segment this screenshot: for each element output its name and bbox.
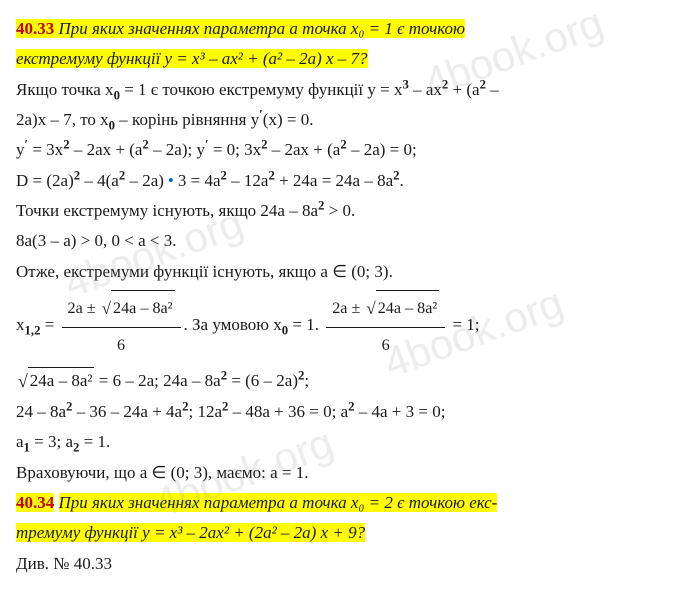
text: Якщо точка x xyxy=(16,80,114,99)
radicand: 24a – 8a² xyxy=(28,367,95,394)
text: D = (2a) xyxy=(16,171,74,190)
denominator: 6 xyxy=(62,328,181,364)
text: – 2a) xyxy=(125,171,164,190)
text: a xyxy=(16,432,24,451)
text: = 3; a xyxy=(30,432,73,451)
text: + (a xyxy=(448,80,479,99)
question-text: екстремуму функції y = x³ – ax² + (a² – … xyxy=(16,49,368,68)
solution-line-7: Отже, екстремуми функції існують, якщо a… xyxy=(16,259,679,285)
subscript: 1,2 xyxy=(25,323,41,337)
solution-line-8: x1,2 = 2a ± 24a – 8a² 6 . За умовою x0 =… xyxy=(16,289,679,363)
solution-line-11: a1 = 3; a2 = 1. xyxy=(16,429,679,455)
text: ; xyxy=(304,371,309,390)
text: – ax xyxy=(409,80,442,99)
text: – xyxy=(486,80,499,99)
solution-line-5: Точки екстремуму існують, якщо 24a – 8a2… xyxy=(16,198,679,224)
text: – 12a xyxy=(227,171,269,190)
question-text: При яких значеннях параметра а точка х₀ … xyxy=(59,493,498,512)
problem-number: 40.34 xyxy=(16,493,54,512)
solution-line-1: Якщо точка x0 = 1 є точкою екстремуму фу… xyxy=(16,77,679,103)
text: – 4a + 3 = 0; xyxy=(355,402,446,421)
problem-40-33-question-line2: екстремуму функції y = x³ – ax² + (a² – … xyxy=(16,46,679,72)
solution-line-12: Враховуючи, що a ∈ (0; 3), маємо: a = 1. xyxy=(16,460,679,486)
solution-line-4: D = (2a)2 – 4(a2 – 2a)•3 = 4a2 – 12a2 + … xyxy=(16,168,679,194)
bullet-icon: • xyxy=(164,171,178,190)
text: – корінь рівняння y xyxy=(115,110,259,129)
text: = 1. xyxy=(79,432,110,451)
numerator-text: 2a ± xyxy=(332,300,364,317)
text: 2a)x – 7, то x xyxy=(16,110,109,129)
text: – 4(a xyxy=(80,171,119,190)
text: – 2a) = 0; xyxy=(347,140,417,159)
text: = 1 є точкою екстремуму функції y = x xyxy=(120,80,403,99)
radicand: 24a – 8a² xyxy=(376,290,440,327)
text: > 0. xyxy=(324,201,355,220)
text: y xyxy=(16,140,25,159)
text: (x) = 0. xyxy=(263,110,314,129)
fraction: 2a ± 24a – 8a² 6 xyxy=(62,289,181,363)
text: – 2ax + (a xyxy=(268,140,341,159)
text: = 3x xyxy=(28,140,63,159)
radicand: 24a – 8a² xyxy=(111,290,175,327)
text: Точки екстремуму існують, якщо 24a – 8a xyxy=(16,201,318,220)
fraction: 2a ± 24a – 8a² 6 xyxy=(326,289,445,363)
text: . xyxy=(400,171,404,190)
text: ; 12a xyxy=(188,402,222,421)
text: = 1. xyxy=(288,315,323,334)
numerator-text: 2a ± xyxy=(68,300,100,317)
text: – 2ax + (a xyxy=(70,140,143,159)
solution-line-9: 24a – 8a² = 6 – 2a; 24a – 8a2 = (6 – 2a)… xyxy=(16,367,679,395)
text: + 24a = 24a – 8a xyxy=(275,171,393,190)
text: 3 = 4a xyxy=(178,171,221,190)
solution-line-6: 8a(3 – a) > 0, 0 < a < 3. xyxy=(16,228,679,254)
sqrt: 24a – 8a² xyxy=(364,289,439,327)
denominator: 6 xyxy=(326,328,445,364)
text: 24 – 8a xyxy=(16,402,66,421)
text: – 48a + 36 = 0; a xyxy=(228,402,348,421)
text: = xyxy=(40,315,58,334)
problem-40-34-question-line1: 40.34 При яких значеннях параметра а точ… xyxy=(16,490,679,516)
problem-number: 40.33 xyxy=(16,19,54,38)
text: . За умовою x xyxy=(184,315,282,334)
sqrt: 24a – 8a² xyxy=(16,367,94,395)
text: = 6 – 2a; 24a – 8a xyxy=(94,371,220,390)
text: = 1; xyxy=(448,315,479,334)
text: = 0; 3x xyxy=(209,140,262,159)
solution-ref: Див. № 40.33 xyxy=(16,551,679,577)
text: x xyxy=(16,315,25,334)
question-text: При яких значеннях параметра а точка х₀ … xyxy=(59,19,466,38)
text: = (6 – 2a) xyxy=(227,371,298,390)
solution-line-3: y′ = 3x2 – 2ax + (a2 – 2a); y′ = 0; 3x2 … xyxy=(16,137,679,163)
text: – 36 – 24a + 4a xyxy=(72,402,182,421)
solution-line-2: 2a)x – 7, то x0 – корінь рівняння y′(x) … xyxy=(16,107,679,133)
sqrt: 24a – 8a² xyxy=(100,289,175,327)
solution-line-10: 24 – 8a2 – 36 – 24a + 4a2; 12a2 – 48a + … xyxy=(16,399,679,425)
problem-40-34-question-line2: тремуму функції y = x³ – 2ax² + (2a² – 2… xyxy=(16,520,679,546)
question-text: тремуму функції y = x³ – 2ax² + (2a² – 2… xyxy=(16,523,365,542)
problem-40-33-question-line1: 40.33 При яких значеннях параметра а точ… xyxy=(16,16,679,42)
text: – 2a); y xyxy=(149,140,205,159)
